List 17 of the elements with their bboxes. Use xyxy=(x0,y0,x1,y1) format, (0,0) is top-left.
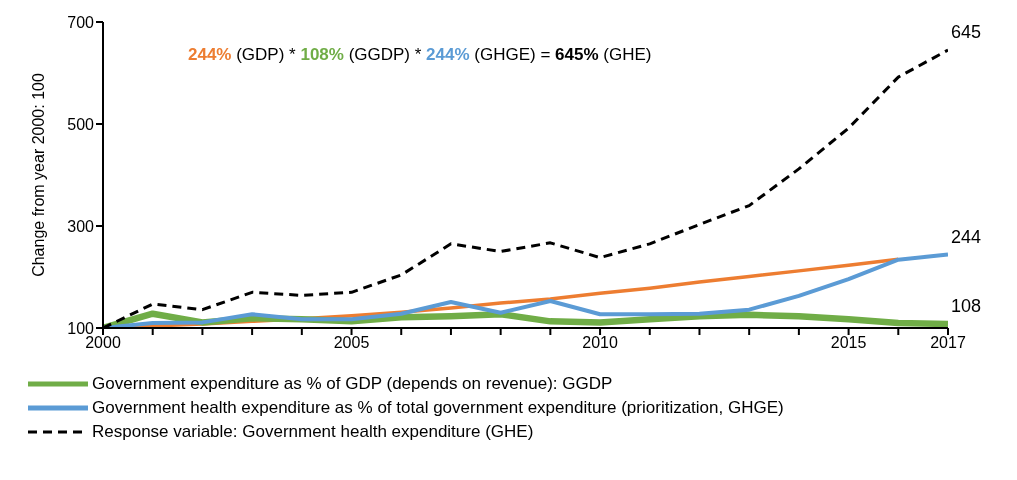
y-tick-label: 700 xyxy=(67,13,95,31)
text: 244% (GDP) * 108% (GGDP) * 244% (GHGE) = 645% (GHE) xyxy=(188,45,652,64)
y-tick-label: 100 xyxy=(67,319,95,337)
data-label: 244 xyxy=(950,226,982,247)
x-tick-label: 2005 xyxy=(333,334,370,352)
y-tick-label: 500 xyxy=(67,115,95,133)
data-label: 645 xyxy=(950,22,982,43)
x-tick-label: 2017 xyxy=(930,334,966,352)
x-tick-label: 2000 xyxy=(85,334,121,352)
x-tick-label: 2015 xyxy=(830,334,867,352)
data-label: 108 xyxy=(950,295,982,316)
y-tick-label: 300 xyxy=(67,217,95,235)
legend-label: Government health expenditure as % of total government expenditure (prioritization, GHGE) xyxy=(92,398,784,418)
legend-label: Government expenditure as % of GDP (depends on revenue): GGDP xyxy=(92,374,613,394)
x-tick-label: 2010 xyxy=(582,334,618,352)
y-axis-title: Change from year 2000: 100 xyxy=(29,73,47,277)
legend-label: Response variable: Government health expenditure (GHE) xyxy=(92,422,534,442)
